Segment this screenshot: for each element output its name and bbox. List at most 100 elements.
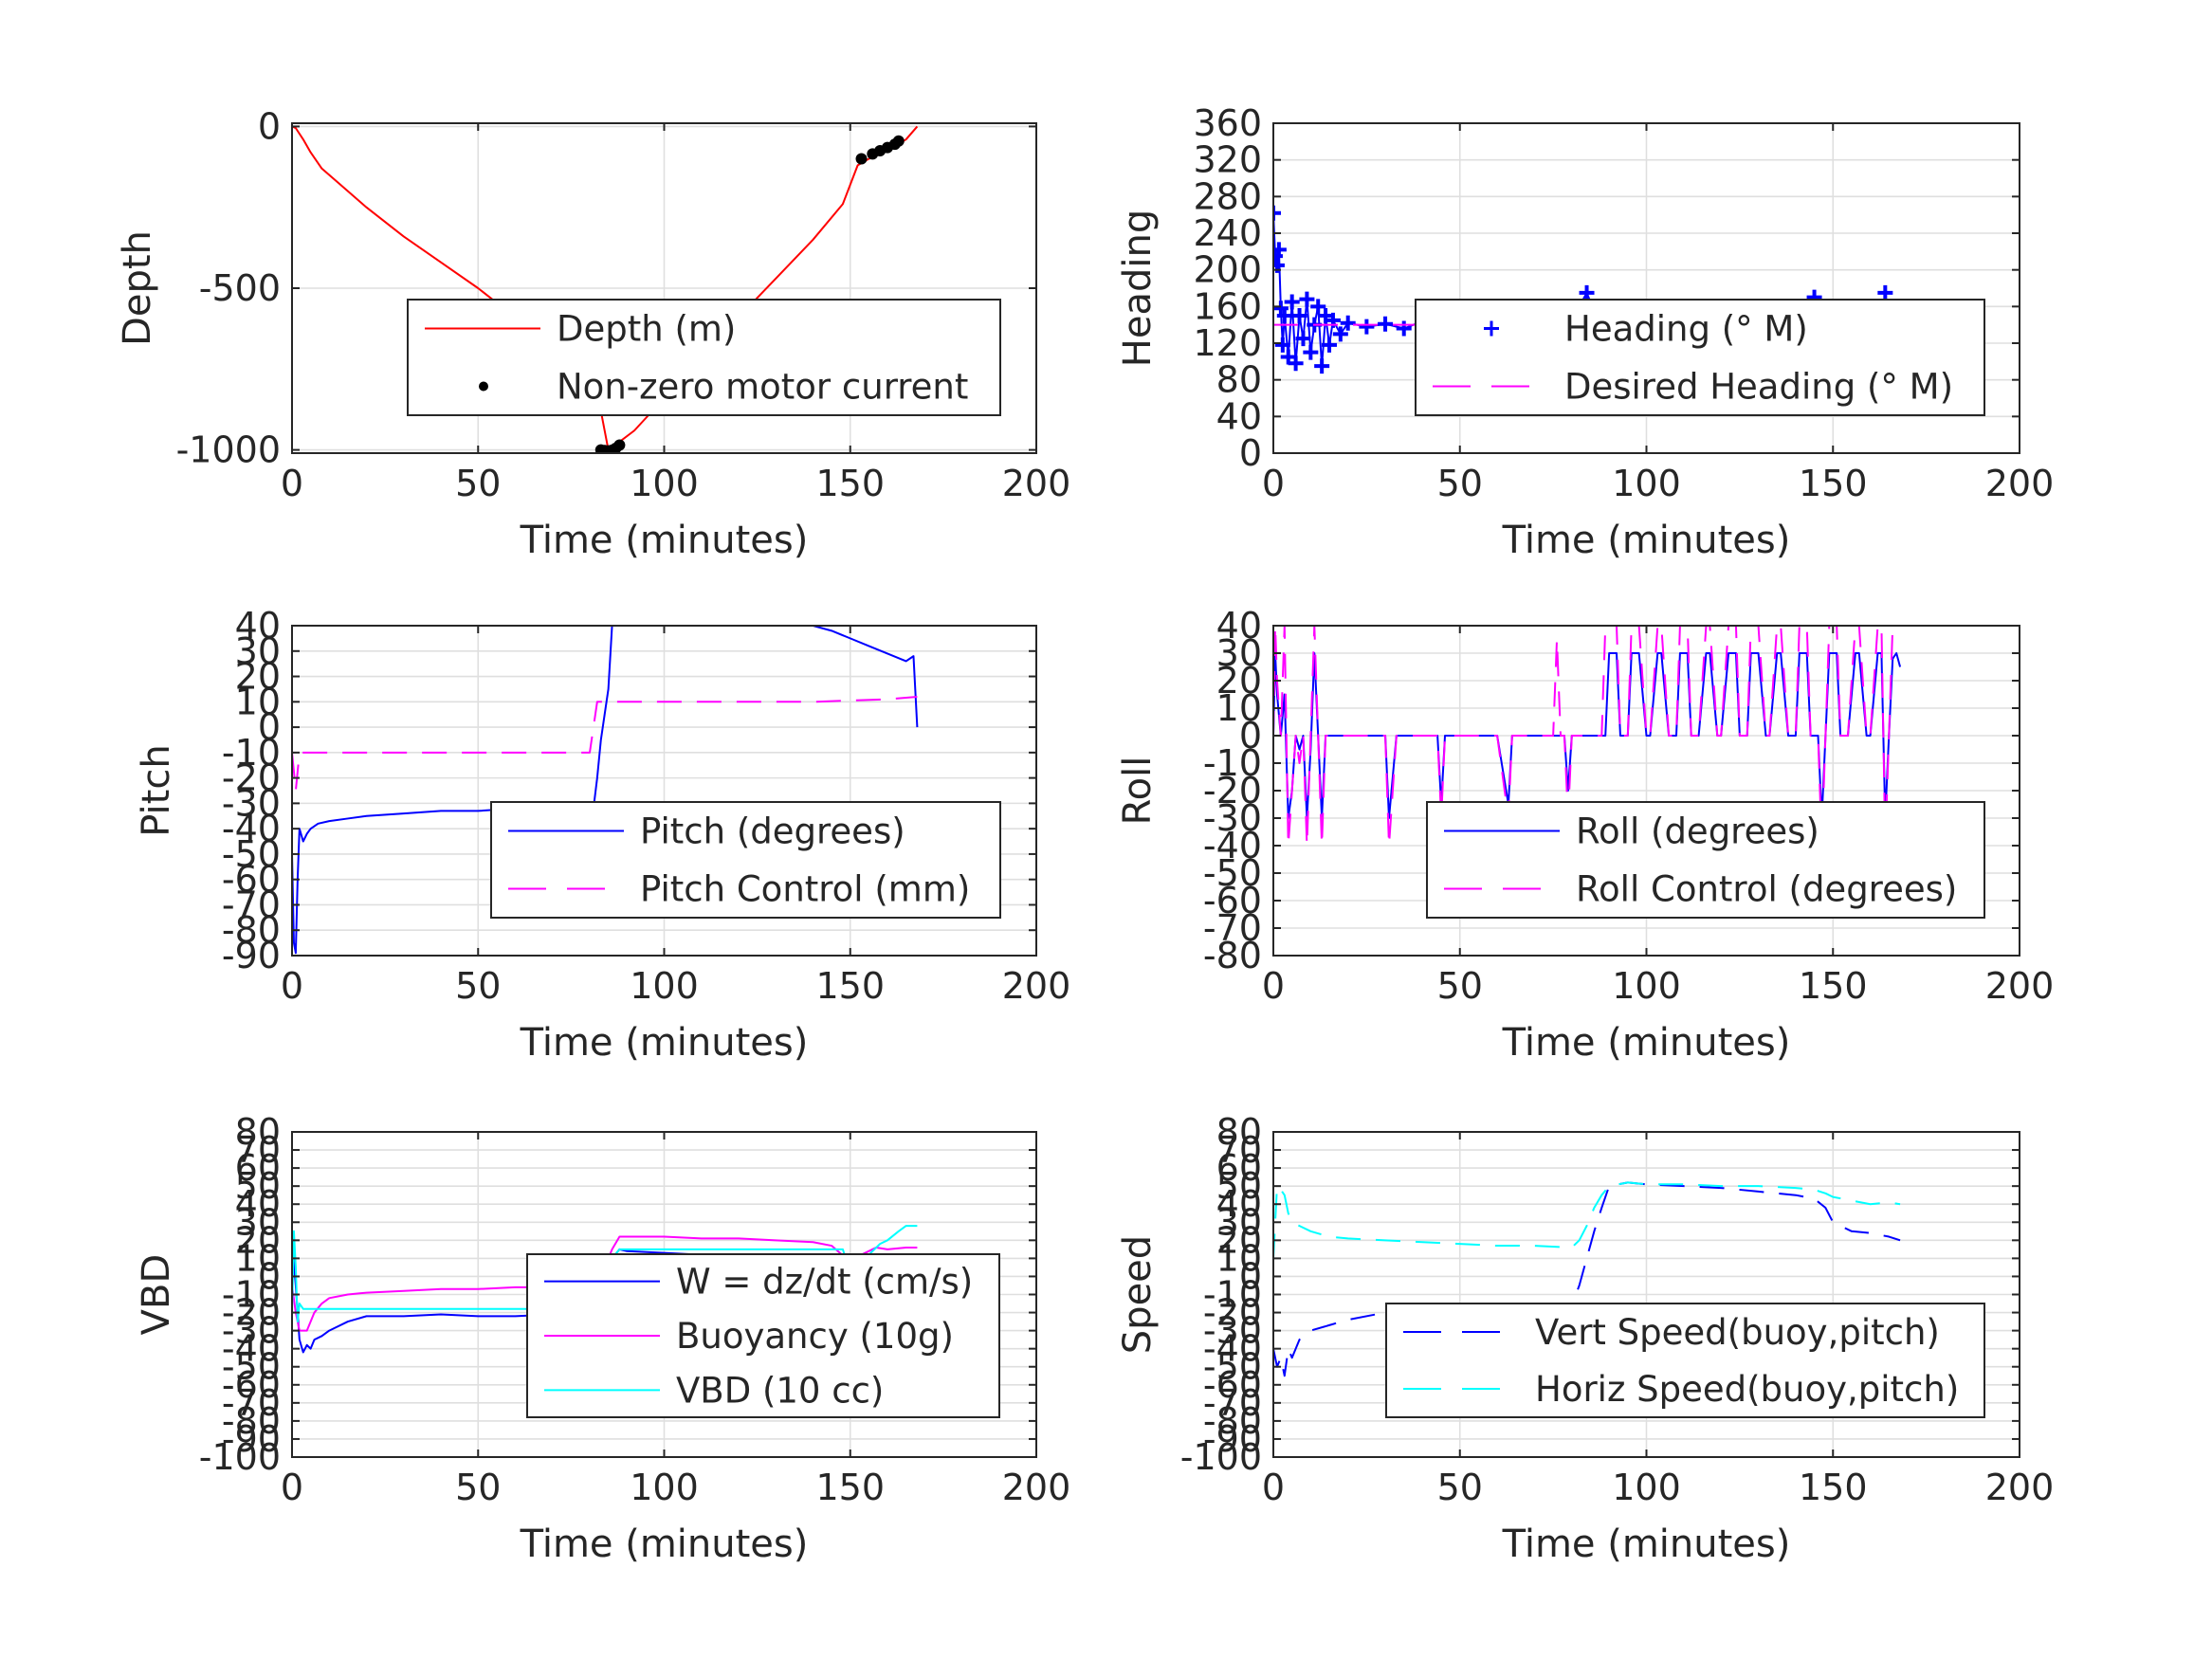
x-axis-label: Time (minutes) [520, 519, 809, 562]
y-tick-label: 40 [235, 1183, 281, 1225]
x-tick-label: 50 [1437, 463, 1483, 504]
legend-entry: W = dz/dt (cm/s) [544, 1262, 973, 1303]
chart-panel-depth: 0 50 100 150 200 -1000 -500 0 Time (minutes) Dept… [116, 105, 1070, 562]
x-tick-label: 200 [1985, 965, 2055, 1007]
legend-label: Desired Heading (° M) [1564, 367, 1953, 408]
y-tick-label: 0 [1239, 432, 1262, 474]
legend-entry: Pitch (degrees) [508, 811, 905, 852]
x-tick-label: 200 [1985, 463, 2055, 504]
data-point [892, 135, 905, 147]
y-tick-label: 280 [1193, 175, 1262, 217]
x-tick-label: 150 [815, 1467, 885, 1508]
x-axis-label: Time (minutes) [520, 1522, 809, 1566]
legend: Heading (° M) Desired Heading (° M) [1415, 299, 1985, 416]
data-point [1378, 316, 1394, 332]
data-point [1273, 205, 1281, 221]
y-tick-label: -70 [222, 884, 281, 925]
legend-label: W = dz/dt (cm/s) [676, 1262, 973, 1303]
x-tick-label: 50 [1437, 965, 1483, 1007]
y-tick-label: 80 [235, 1111, 281, 1153]
legend-entry: Pitch Control (mm) [508, 869, 970, 910]
y-tick-label: 40 [235, 605, 281, 647]
legend-label: Buoyancy (10g) [676, 1316, 954, 1357]
chart-panel-speed: 0 50 100 150 200-100-90-80-70-60-50-40-30-20… [1116, 1111, 2054, 1566]
legend-label: Vert Speed(buoy,pitch) [1535, 1312, 1940, 1353]
chart-panel-roll: 0 50 100 150 200-80-70-60-50-40-30-20-100102… [1116, 605, 2054, 1065]
y-tick-label: -80 [222, 909, 281, 951]
y-tick-label: 0 [1239, 1255, 1262, 1297]
chart-panel-pitch: 0 50 100 150 200-90-80-70-60-50-40-30-20-100… [135, 605, 1070, 1065]
x-axis-label: Time (minutes) [1502, 1522, 1791, 1566]
data-point [1322, 337, 1338, 353]
x-tick-label: 0 [281, 1467, 303, 1508]
series-speed-0 [1273, 1181, 1901, 1377]
data-point [1877, 284, 1893, 301]
x-tick-label: 200 [1002, 463, 1071, 504]
series-depth-0 [292, 125, 919, 451]
y-tick-label: 10 [235, 1237, 281, 1279]
y-tick-label: 10 [1216, 687, 1262, 729]
x-tick-label: 50 [1437, 1467, 1483, 1508]
legend-box [1415, 299, 1985, 416]
y-tick-label: -50 [222, 1346, 281, 1388]
data-point [1288, 356, 1304, 372]
legend-marker [1484, 320, 1499, 337]
x-tick-label: 100 [1612, 1467, 1681, 1508]
y-tick-label: 20 [1216, 1219, 1262, 1261]
x-tick-label: 50 [455, 965, 501, 1007]
legend-entry: Horiz Speed(buoy,pitch) [1403, 1369, 1959, 1410]
x-tick-label: 0 [1262, 965, 1285, 1007]
legend-box [1426, 801, 1985, 919]
y-tick-label: -90 [222, 1418, 281, 1460]
y-tick-label: 80 [1216, 1111, 1262, 1153]
legend-entry: VBD (10 cc) [544, 1370, 884, 1411]
y-tick-label: 70 [1216, 1129, 1262, 1171]
y-tick-label: 10 [235, 681, 281, 722]
y-axis-label: VBD [135, 1254, 178, 1336]
y-tick-label: -80 [1203, 935, 1262, 976]
y-tick-label: -20 [222, 1292, 281, 1334]
y-tick-label: 40 [1216, 395, 1262, 437]
y-tick-label: -40 [1203, 1328, 1262, 1370]
x-tick-label: 50 [455, 1467, 501, 1508]
y-tick-label: 50 [235, 1165, 281, 1207]
x-tick-label: 50 [455, 463, 501, 504]
y-axis-label: Pitch [135, 744, 178, 836]
series-group [292, 626, 919, 955]
series-group [292, 125, 919, 453]
legend-entry: Heading (° M) [1484, 309, 1808, 350]
y-tick-label: -40 [222, 808, 281, 849]
y-tick-label: 10 [1216, 1237, 1262, 1279]
y-tick-label: -60 [1203, 880, 1262, 921]
y-tick-label: -70 [1203, 907, 1262, 949]
legend-label: Pitch (degrees) [640, 811, 905, 852]
y-tick-label: -10 [222, 1274, 281, 1316]
y-tick-label: -50 [1203, 1346, 1262, 1388]
y-tick-label: 20 [1216, 660, 1262, 702]
x-tick-label: 100 [630, 1467, 699, 1508]
data-point [855, 153, 868, 165]
y-tick-label: -10 [222, 732, 281, 774]
data-point [613, 439, 626, 451]
y-tick-label: -80 [222, 1400, 281, 1442]
y-tick-label: -20 [222, 757, 281, 799]
y-tick-label: 60 [235, 1147, 281, 1189]
x-tick-label: 150 [815, 965, 885, 1007]
y-tick-label: 30 [1216, 1201, 1262, 1243]
x-tick-label: 150 [1799, 463, 1868, 504]
legend-label: Pitch Control (mm) [640, 869, 970, 910]
legend-entry: Non-zero motor current [479, 367, 968, 408]
y-tick-label: 50 [1216, 1165, 1262, 1207]
x-tick-label: 0 [1262, 463, 1285, 504]
legend-label: Roll Control (degrees) [1576, 869, 1957, 910]
data-point [1274, 337, 1290, 353]
legend: Vert Speed(buoy,pitch) Horiz Speed(buoy,p… [1385, 1303, 1985, 1418]
data-point [1284, 294, 1300, 310]
y-tick-label: -100 [199, 1436, 281, 1478]
y-tick-label: -30 [222, 1310, 281, 1352]
legend-entry: Roll (degrees) [1444, 811, 1819, 852]
y-axis-label: Speed [1116, 1235, 1160, 1354]
data-point [1314, 358, 1330, 374]
y-tick-label: -30 [222, 782, 281, 824]
y-tick-label: -90 [1203, 1418, 1262, 1460]
